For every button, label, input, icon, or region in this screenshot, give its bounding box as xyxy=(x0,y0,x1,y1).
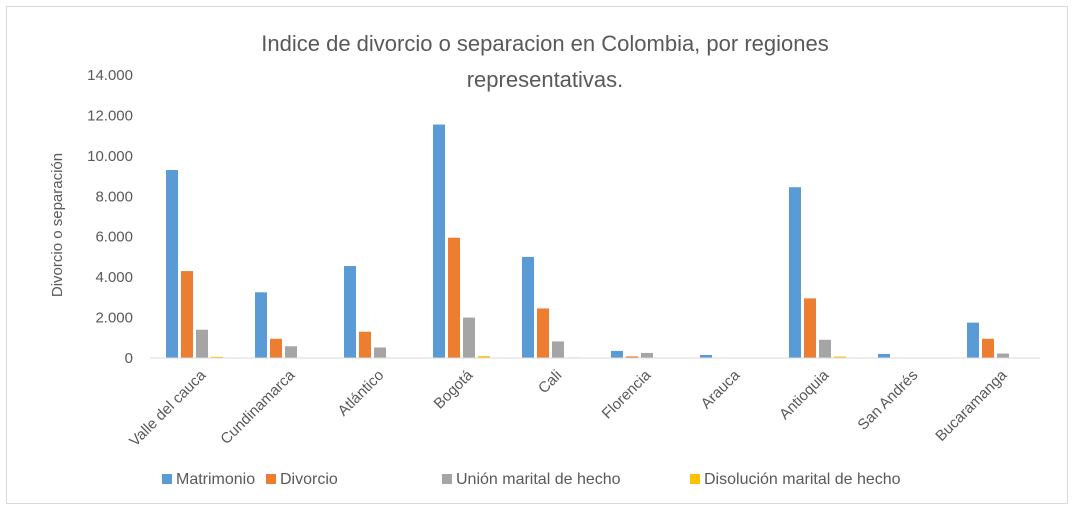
bar-divorcio xyxy=(270,338,282,358)
legend-swatch xyxy=(442,474,452,484)
x-category-label: Florencia xyxy=(599,366,655,422)
x-category-label: Atlántico xyxy=(335,367,388,420)
legend-swatch xyxy=(690,474,700,484)
bar-matrimonio xyxy=(166,170,178,358)
bar-divorcio xyxy=(982,338,994,358)
bar-matrimonio xyxy=(344,266,356,358)
bar-matrimonio xyxy=(878,353,890,358)
y-tick-label: 12.000 xyxy=(87,107,133,124)
x-category-label: Valle del cauca xyxy=(126,366,210,450)
bar-matrimonio xyxy=(700,354,712,358)
bar-uni-n-marital-de-hecho xyxy=(819,339,831,358)
bar-disoluci-n-marital-de-hecho xyxy=(478,356,490,358)
bar-matrimonio xyxy=(433,124,445,359)
y-tick-label: 0 xyxy=(125,350,133,367)
x-category-label: Bucaramanga xyxy=(932,366,1011,445)
bar-uni-n-marital-de-hecho xyxy=(641,352,653,358)
y-axis-title: Divorcio o separación xyxy=(49,153,66,297)
y-tick-label: 14.000 xyxy=(87,67,133,84)
x-category-label: Arauca xyxy=(698,366,744,412)
bar-divorcio xyxy=(537,308,549,358)
bar-matrimonio xyxy=(789,187,801,358)
y-tick-label: 8.000 xyxy=(95,188,133,205)
bar-uni-n-marital-de-hecho xyxy=(552,341,564,358)
bar-disoluci-n-marital-de-hecho xyxy=(834,356,846,358)
bar-divorcio xyxy=(804,298,816,358)
x-category-label: Cali xyxy=(535,367,565,397)
bar-uni-n-marital-de-hecho xyxy=(196,329,208,358)
bar-uni-n-marital-de-hecho xyxy=(997,353,1009,358)
bar-matrimonio xyxy=(522,256,534,358)
legend-label: Matrimonio xyxy=(176,471,255,488)
legend-swatch xyxy=(266,474,276,484)
legend-label: Divorcio xyxy=(280,471,338,488)
bar-uni-n-marital-de-hecho xyxy=(374,347,386,358)
x-category-label: Cundinamarca xyxy=(217,366,298,447)
x-category-label: San Andrés xyxy=(854,367,921,434)
bar-matrimonio xyxy=(967,322,979,358)
chart-title-line-1: Indice de divorcio o separacion en Colom… xyxy=(261,31,828,56)
y-tick-label: 10.000 xyxy=(87,148,133,165)
bar-divorcio xyxy=(359,331,371,358)
legend-label: Disolución marital de hecho xyxy=(704,471,901,488)
bar-matrimonio xyxy=(611,350,623,358)
chart-title-line-2: representativas. xyxy=(467,67,624,92)
legend-label: Unión marital de hecho xyxy=(456,471,621,488)
bar-uni-n-marital-de-hecho xyxy=(285,346,297,358)
legend-swatch xyxy=(162,474,172,484)
bar-divorcio xyxy=(448,237,460,358)
y-tick-label: 4.000 xyxy=(95,269,133,286)
y-tick-label: 2.000 xyxy=(95,310,133,327)
bar-divorcio xyxy=(626,356,638,358)
x-category-label: Bogotá xyxy=(431,366,477,412)
y-tick-label: 6.000 xyxy=(95,229,133,246)
bar-disoluci-n-marital-de-hecho xyxy=(211,356,223,358)
x-category-label: Antioquia xyxy=(776,366,833,423)
chart-frame xyxy=(6,6,1068,504)
bar-uni-n-marital-de-hecho xyxy=(463,317,475,358)
bar-matrimonio xyxy=(255,292,267,358)
bar-divorcio xyxy=(181,271,193,358)
